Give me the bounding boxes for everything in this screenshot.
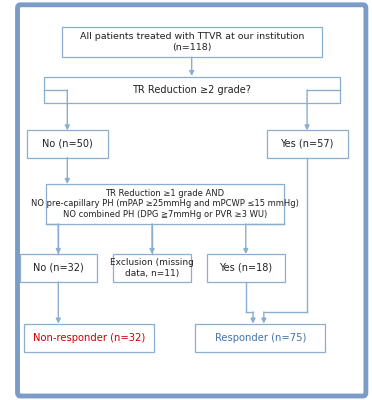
FancyBboxPatch shape	[207, 254, 285, 282]
Text: No (n=50): No (n=50)	[42, 139, 93, 149]
FancyBboxPatch shape	[62, 27, 321, 57]
Text: Non-responder (n=32): Non-responder (n=32)	[33, 333, 145, 343]
Text: TR Reduction ≥2 grade?: TR Reduction ≥2 grade?	[132, 85, 251, 95]
FancyBboxPatch shape	[44, 77, 340, 103]
Text: Responder (n=75): Responder (n=75)	[215, 333, 306, 343]
Text: Yes (n=18): Yes (n=18)	[219, 263, 272, 273]
Text: Exclusion (missing
data, n=11): Exclusion (missing data, n=11)	[110, 258, 194, 278]
Text: All patients treated with TTVR at our institution
(n=118): All patients treated with TTVR at our in…	[80, 32, 304, 52]
FancyBboxPatch shape	[195, 324, 325, 352]
FancyBboxPatch shape	[17, 5, 366, 396]
FancyBboxPatch shape	[266, 130, 348, 158]
Text: Yes (n=57): Yes (n=57)	[280, 139, 334, 149]
FancyBboxPatch shape	[27, 130, 108, 158]
Text: TR Reduction ≥1 grade AND
NO pre-capillary PH (mPAP ≥25mmHg and mPCWP ≤15 mmHg)
: TR Reduction ≥1 grade AND NO pre-capilla…	[31, 189, 299, 219]
Text: No (n=32): No (n=32)	[33, 263, 84, 273]
FancyBboxPatch shape	[46, 184, 284, 224]
FancyBboxPatch shape	[113, 254, 191, 282]
FancyBboxPatch shape	[24, 324, 154, 352]
FancyBboxPatch shape	[19, 254, 97, 282]
